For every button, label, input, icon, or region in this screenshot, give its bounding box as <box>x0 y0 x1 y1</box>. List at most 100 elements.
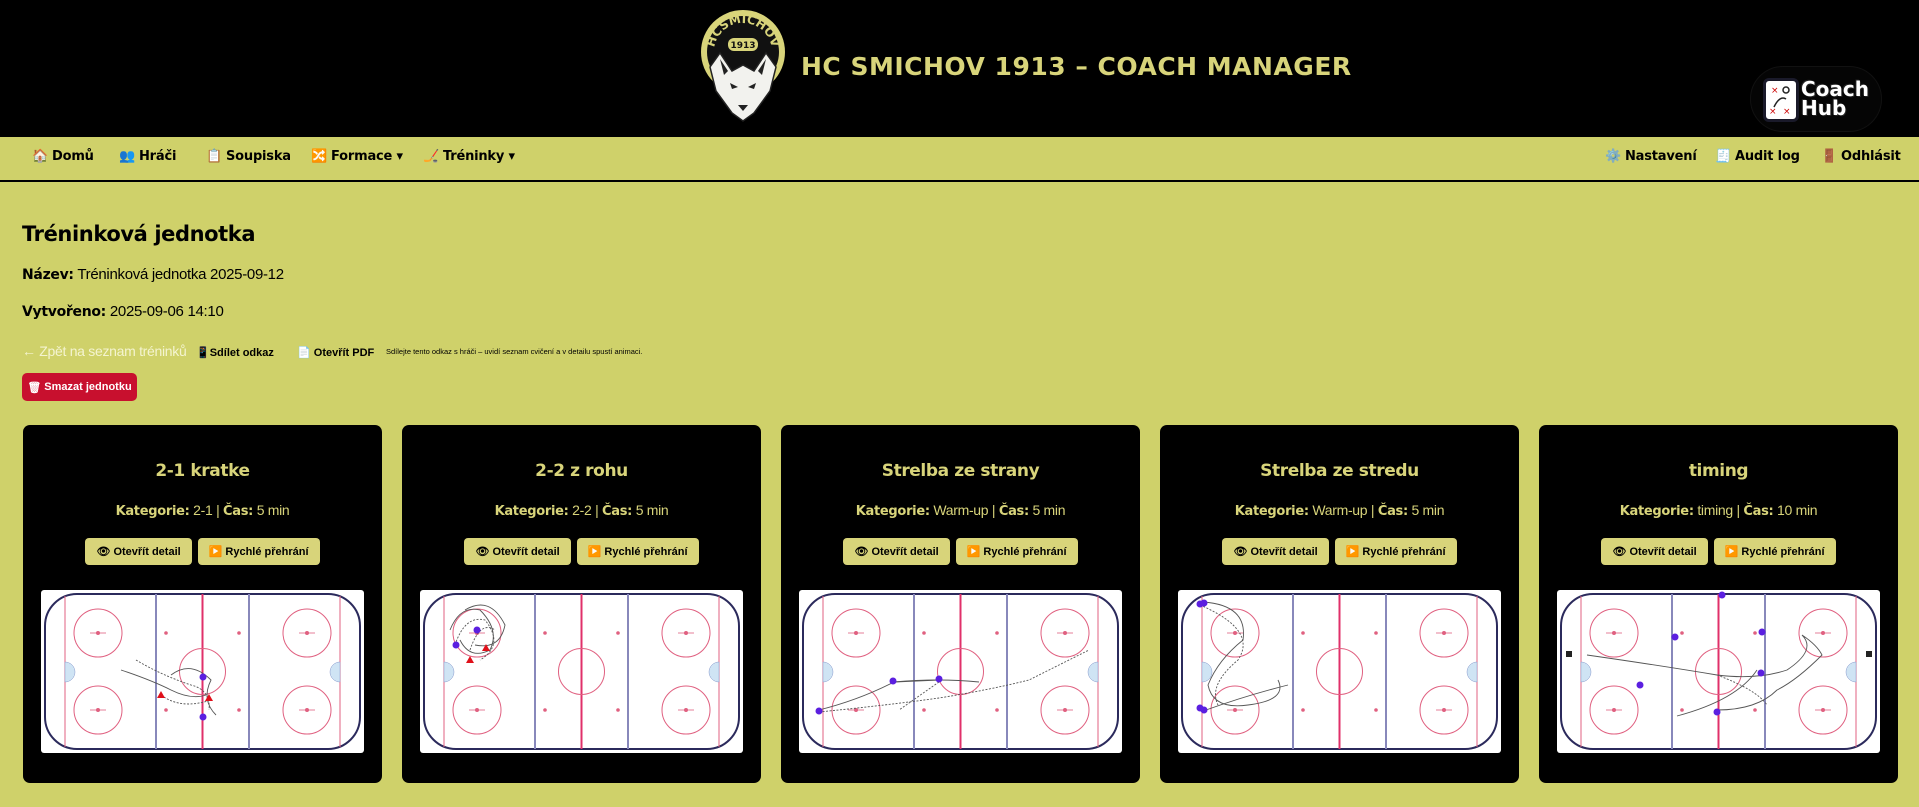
nav-home[interactable]: 🏠 Domů <box>32 149 94 164</box>
nav-players[interactable]: 👥 Hráči <box>119 149 176 164</box>
back-to-trainings-link[interactable]: ← Zpět na seznam tréninků <box>22 343 187 359</box>
time-value: 5 min <box>256 502 290 518</box>
nav-settings[interactable]: ⚙️ Nastavení <box>1605 149 1697 164</box>
player-marker <box>1636 681 1644 689</box>
delete-training-button[interactable]: 🗑 Smazat jednotku <box>22 373 137 401</box>
player-marker <box>1200 706 1208 714</box>
rink-diagram[interactable] <box>41 590 364 753</box>
share-label: Sdílet odkaz <box>209 347 274 359</box>
drill-path <box>1586 634 1823 711</box>
player-marker <box>1757 669 1765 677</box>
rink-diagram[interactable] <box>1178 590 1501 753</box>
trash-icon: 🗑 <box>27 381 42 394</box>
player-marker <box>1718 591 1726 599</box>
coachhub-logo[interactable]: × × × Coach Hub <box>1750 66 1882 132</box>
rink-diagram[interactable] <box>1557 590 1880 753</box>
player-marker <box>935 675 943 683</box>
nav-formations[interactable]: 🔀 Formace ▾ <box>311 149 403 164</box>
time-value: 5 min <box>1411 502 1445 518</box>
share-hint: Sdílejte tento odkaz s hráči – uvidí sez… <box>386 347 643 356</box>
drill-path <box>1716 674 1768 706</box>
player-marker <box>473 626 481 634</box>
exercise-card: 2-2 z rohu Kategorie: 2-2 | Čas: 5 min 👁… <box>402 425 761 783</box>
document-icon: 📄 <box>297 347 311 359</box>
quick-play-button[interactable]: ▶️ Rychlé přehrání <box>955 538 1078 565</box>
rink-diagram[interactable] <box>799 590 1122 753</box>
home-icon: 🏠 <box>32 149 48 164</box>
quick-play-label: Rychlé přehrání <box>225 545 309 558</box>
open-detail-label: Otevřít detail <box>1250 545 1318 558</box>
drill-path <box>170 668 217 716</box>
exercise-title: Strelba ze stredu <box>1260 461 1419 481</box>
open-detail-button[interactable]: 👁 Otevřít detail <box>1222 538 1329 565</box>
app-title: HC SMICHOV 1913 – COACH MANAGER <box>801 52 1352 81</box>
drill-path <box>1199 604 1244 706</box>
category-label: Kategorie: <box>855 504 930 519</box>
phone-icon: 📱 <box>196 347 210 359</box>
training-created: Vytvořeno: 2025-09-06 14:10 <box>22 303 224 320</box>
rink-diagram[interactable] <box>420 590 743 753</box>
puck-marker <box>1566 651 1572 657</box>
open-detail-button[interactable]: 👁 Otevřít detail <box>464 538 571 565</box>
nav-logout[interactable]: 🚪 Odhlásit <box>1821 149 1901 164</box>
play-icon: ▶️ <box>1345 546 1360 558</box>
training-name: Název: Tréninková jednotka 2025-09-12 <box>22 266 284 283</box>
open-detail-label: Otevřít detail <box>1629 545 1697 558</box>
nav-roster-label: Soupiska <box>226 149 291 164</box>
exercise-card: Strelba ze stredu Kategorie: Warm-up | Č… <box>1160 425 1519 783</box>
page-title: Tréninková jednotka <box>22 222 256 246</box>
drill-path <box>120 669 207 698</box>
quick-play-button[interactable]: ▶️ Rychlé přehrání <box>197 538 320 565</box>
category-value: Warm-up <box>1312 502 1368 518</box>
nav-logout-label: Odhlásit <box>1841 149 1901 164</box>
eye-icon: 👁 <box>854 546 869 558</box>
player-marker <box>815 707 823 715</box>
exercise-title: timing <box>1688 461 1749 481</box>
shuffle-icon: 🔀 <box>311 149 327 164</box>
quick-play-label: Rychlé přehrání <box>1362 545 1446 558</box>
exercise-meta: Kategorie: 2-1 | Čas: 5 min <box>115 502 290 519</box>
nav-trainings[interactable]: 🏒 Tréninky ▾ <box>423 149 515 164</box>
open-detail-button[interactable]: 👁 Otevřít detail <box>843 538 950 565</box>
players-icon: 👥 <box>119 149 135 164</box>
name-label: Název: <box>22 267 74 283</box>
quick-play-label: Rychlé přehrání <box>1741 545 1825 558</box>
category-label: Kategorie: <box>1234 504 1309 519</box>
exercise-title: Strelba ze strany <box>881 461 1040 481</box>
category-value: timing <box>1697 502 1733 518</box>
player-marker <box>1713 708 1721 716</box>
club-logo: HCSMÍCHOV 1913 <box>698 9 788 127</box>
name-value: Tréninková jednotka 2025-09-12 <box>77 266 284 283</box>
drill-path <box>893 679 940 683</box>
created-value: 2025-09-06 14:10 <box>109 303 224 320</box>
share-link-button[interactable]: 📱Sdílet odkaz <box>196 346 274 359</box>
cone-marker <box>466 656 474 663</box>
nav-roster[interactable]: 📋 Soupiska <box>206 149 291 164</box>
open-pdf-button[interactable]: 📄 Otevřít PDF <box>297 346 374 359</box>
drill-path <box>818 649 1090 713</box>
drill-path <box>469 627 496 651</box>
puck-marker <box>1866 651 1872 657</box>
pdf-label: Otevřít PDF <box>313 347 375 359</box>
player-marker <box>1671 633 1679 641</box>
quick-play-button[interactable]: ▶️ Rychlé přehrání <box>1334 538 1457 565</box>
exercise-card: timing Kategorie: timing | Čas: 10 min 👁… <box>1539 425 1898 783</box>
category-label: Kategorie: <box>1619 504 1694 519</box>
time-label: Čas: <box>223 504 254 519</box>
hockey-stick-icon: 🏒 <box>423 149 439 164</box>
open-detail-button[interactable]: 👁 Otevřít detail <box>85 538 192 565</box>
open-detail-button[interactable]: 👁 Otevřít detail <box>1601 538 1708 565</box>
drill-path <box>1676 669 1758 717</box>
drill-path <box>464 604 506 647</box>
play-icon: ▶️ <box>966 546 981 558</box>
player-marker <box>1758 628 1766 636</box>
nav-audit-log[interactable]: 🧾 Audit log <box>1715 149 1800 164</box>
category-label: Kategorie: <box>115 504 190 519</box>
category-value: Warm-up <box>933 502 989 518</box>
open-detail-label: Otevřít detail <box>871 545 939 558</box>
eye-icon: 👁 <box>1233 546 1248 558</box>
quick-play-button[interactable]: ▶️ Rychlé přehrání <box>576 538 699 565</box>
play-icon: ▶️ <box>587 546 602 558</box>
drill-path <box>454 618 495 661</box>
quick-play-button[interactable]: ▶️ Rychlé přehrání <box>1713 538 1836 565</box>
